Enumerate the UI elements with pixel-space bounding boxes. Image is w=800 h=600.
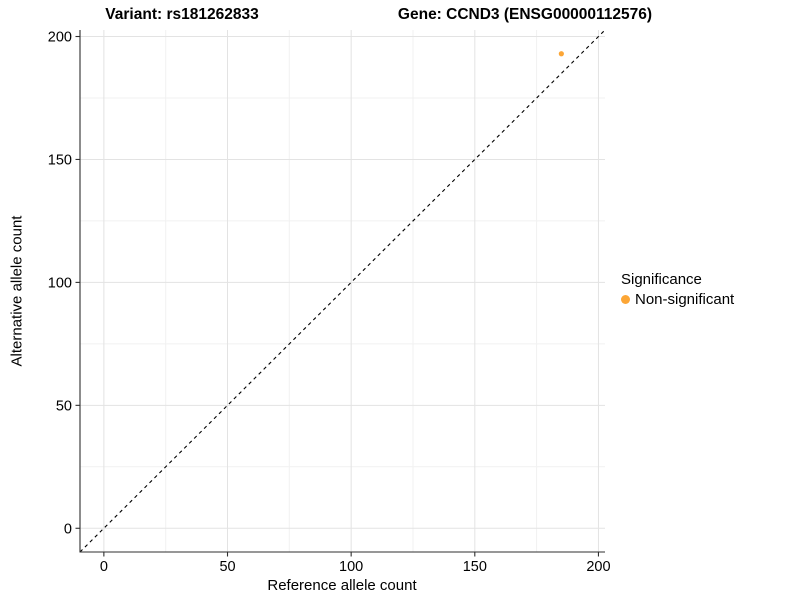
identity-line bbox=[79, 29, 606, 553]
legend-entry-label: Non-significant bbox=[635, 291, 735, 308]
y-tick-label: 50 bbox=[56, 398, 72, 414]
x-tick-label: 200 bbox=[586, 559, 610, 575]
data-point bbox=[558, 51, 564, 57]
x-tick-label: 0 bbox=[100, 559, 108, 575]
legend-entry: Non-significant bbox=[621, 291, 734, 308]
point-swatch-icon bbox=[621, 295, 630, 304]
legend-title: Significance bbox=[621, 271, 702, 288]
legend: Significance Non-significant bbox=[621, 271, 734, 308]
x-axis-title: Reference allele count bbox=[267, 577, 417, 594]
y-axis-title: Alternative allele count bbox=[8, 215, 26, 367]
y-tick-label: 0 bbox=[64, 521, 72, 537]
y-tick-label: 100 bbox=[48, 275, 72, 291]
x-tick-label: 50 bbox=[219, 559, 235, 575]
x-tick-label: 150 bbox=[463, 559, 487, 575]
gene-title: Gene: CCND3 (ENSG00000112576) bbox=[397, 6, 653, 23]
y-tick-label: 150 bbox=[48, 152, 72, 168]
y-tick-label: 200 bbox=[48, 30, 72, 46]
x-tick-label: 100 bbox=[339, 559, 363, 575]
variant-title: Variant: rs181262833 bbox=[105, 6, 259, 23]
